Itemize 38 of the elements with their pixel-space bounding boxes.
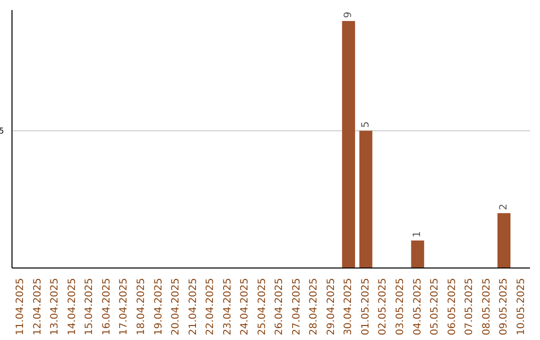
bar [359,130,372,268]
x-tick-label: 08.05.2025 [481,278,492,336]
data-label: 9 [343,12,354,18]
x-tick-label: 29.04.2025 [326,278,337,336]
data-label: 2 [498,204,510,210]
x-tick-label: 04.05.2025 [412,278,424,336]
x-tick-label: 09.05.2025 [498,278,510,336]
x-tick-label: 20.04.2025 [170,278,182,336]
x-tick-label: 15.04.2025 [84,278,96,336]
x-tick-label: 23.04.2025 [222,278,234,336]
x-tick-label: 27.04.2025 [291,278,302,336]
x-tick-label: 26.04.2025 [274,278,286,336]
x-tick-label: 18.04.2025 [136,278,147,336]
data-label: 1 [412,231,424,238]
data-label: 5 [360,121,372,128]
x-tick-label: 02.05.2025 [378,278,389,336]
x-tick-label: 22.04.2025 [205,278,216,336]
x-tick-label: 11.04.2025 [15,278,26,336]
x-tick-label: 03.05.2025 [395,278,406,336]
x-tick-label: 05.05.2025 [430,278,441,336]
x-tick-label: 24.04.2025 [240,278,251,336]
x-tick-label: 28.04.2025 [308,278,320,336]
x-tick-label: 25.04.2025 [256,278,268,336]
x-tick-label: 10.05.2025 [516,278,527,336]
x-tick-label: 14.04.2025 [66,278,78,336]
x-tick-label: 16.04.2025 [101,278,112,336]
x-tick-label: 06.05.2025 [446,278,458,336]
bar [411,240,424,268]
x-tick-label: 01.05.2025 [360,278,372,336]
x-tick-label: 07.05.2025 [464,278,476,336]
x-tick-label: 13.04.2025 [50,278,61,336]
x-tick-label: 19.04.2025 [153,278,164,336]
bar [497,213,510,268]
x-tick-label: 21.04.2025 [188,278,199,336]
bar [342,20,356,268]
x-tick-label: 17.04.2025 [118,278,130,336]
x-tick-label: 12.04.2025 [32,278,44,336]
x-tick-label: 30.04.2025 [343,278,354,336]
